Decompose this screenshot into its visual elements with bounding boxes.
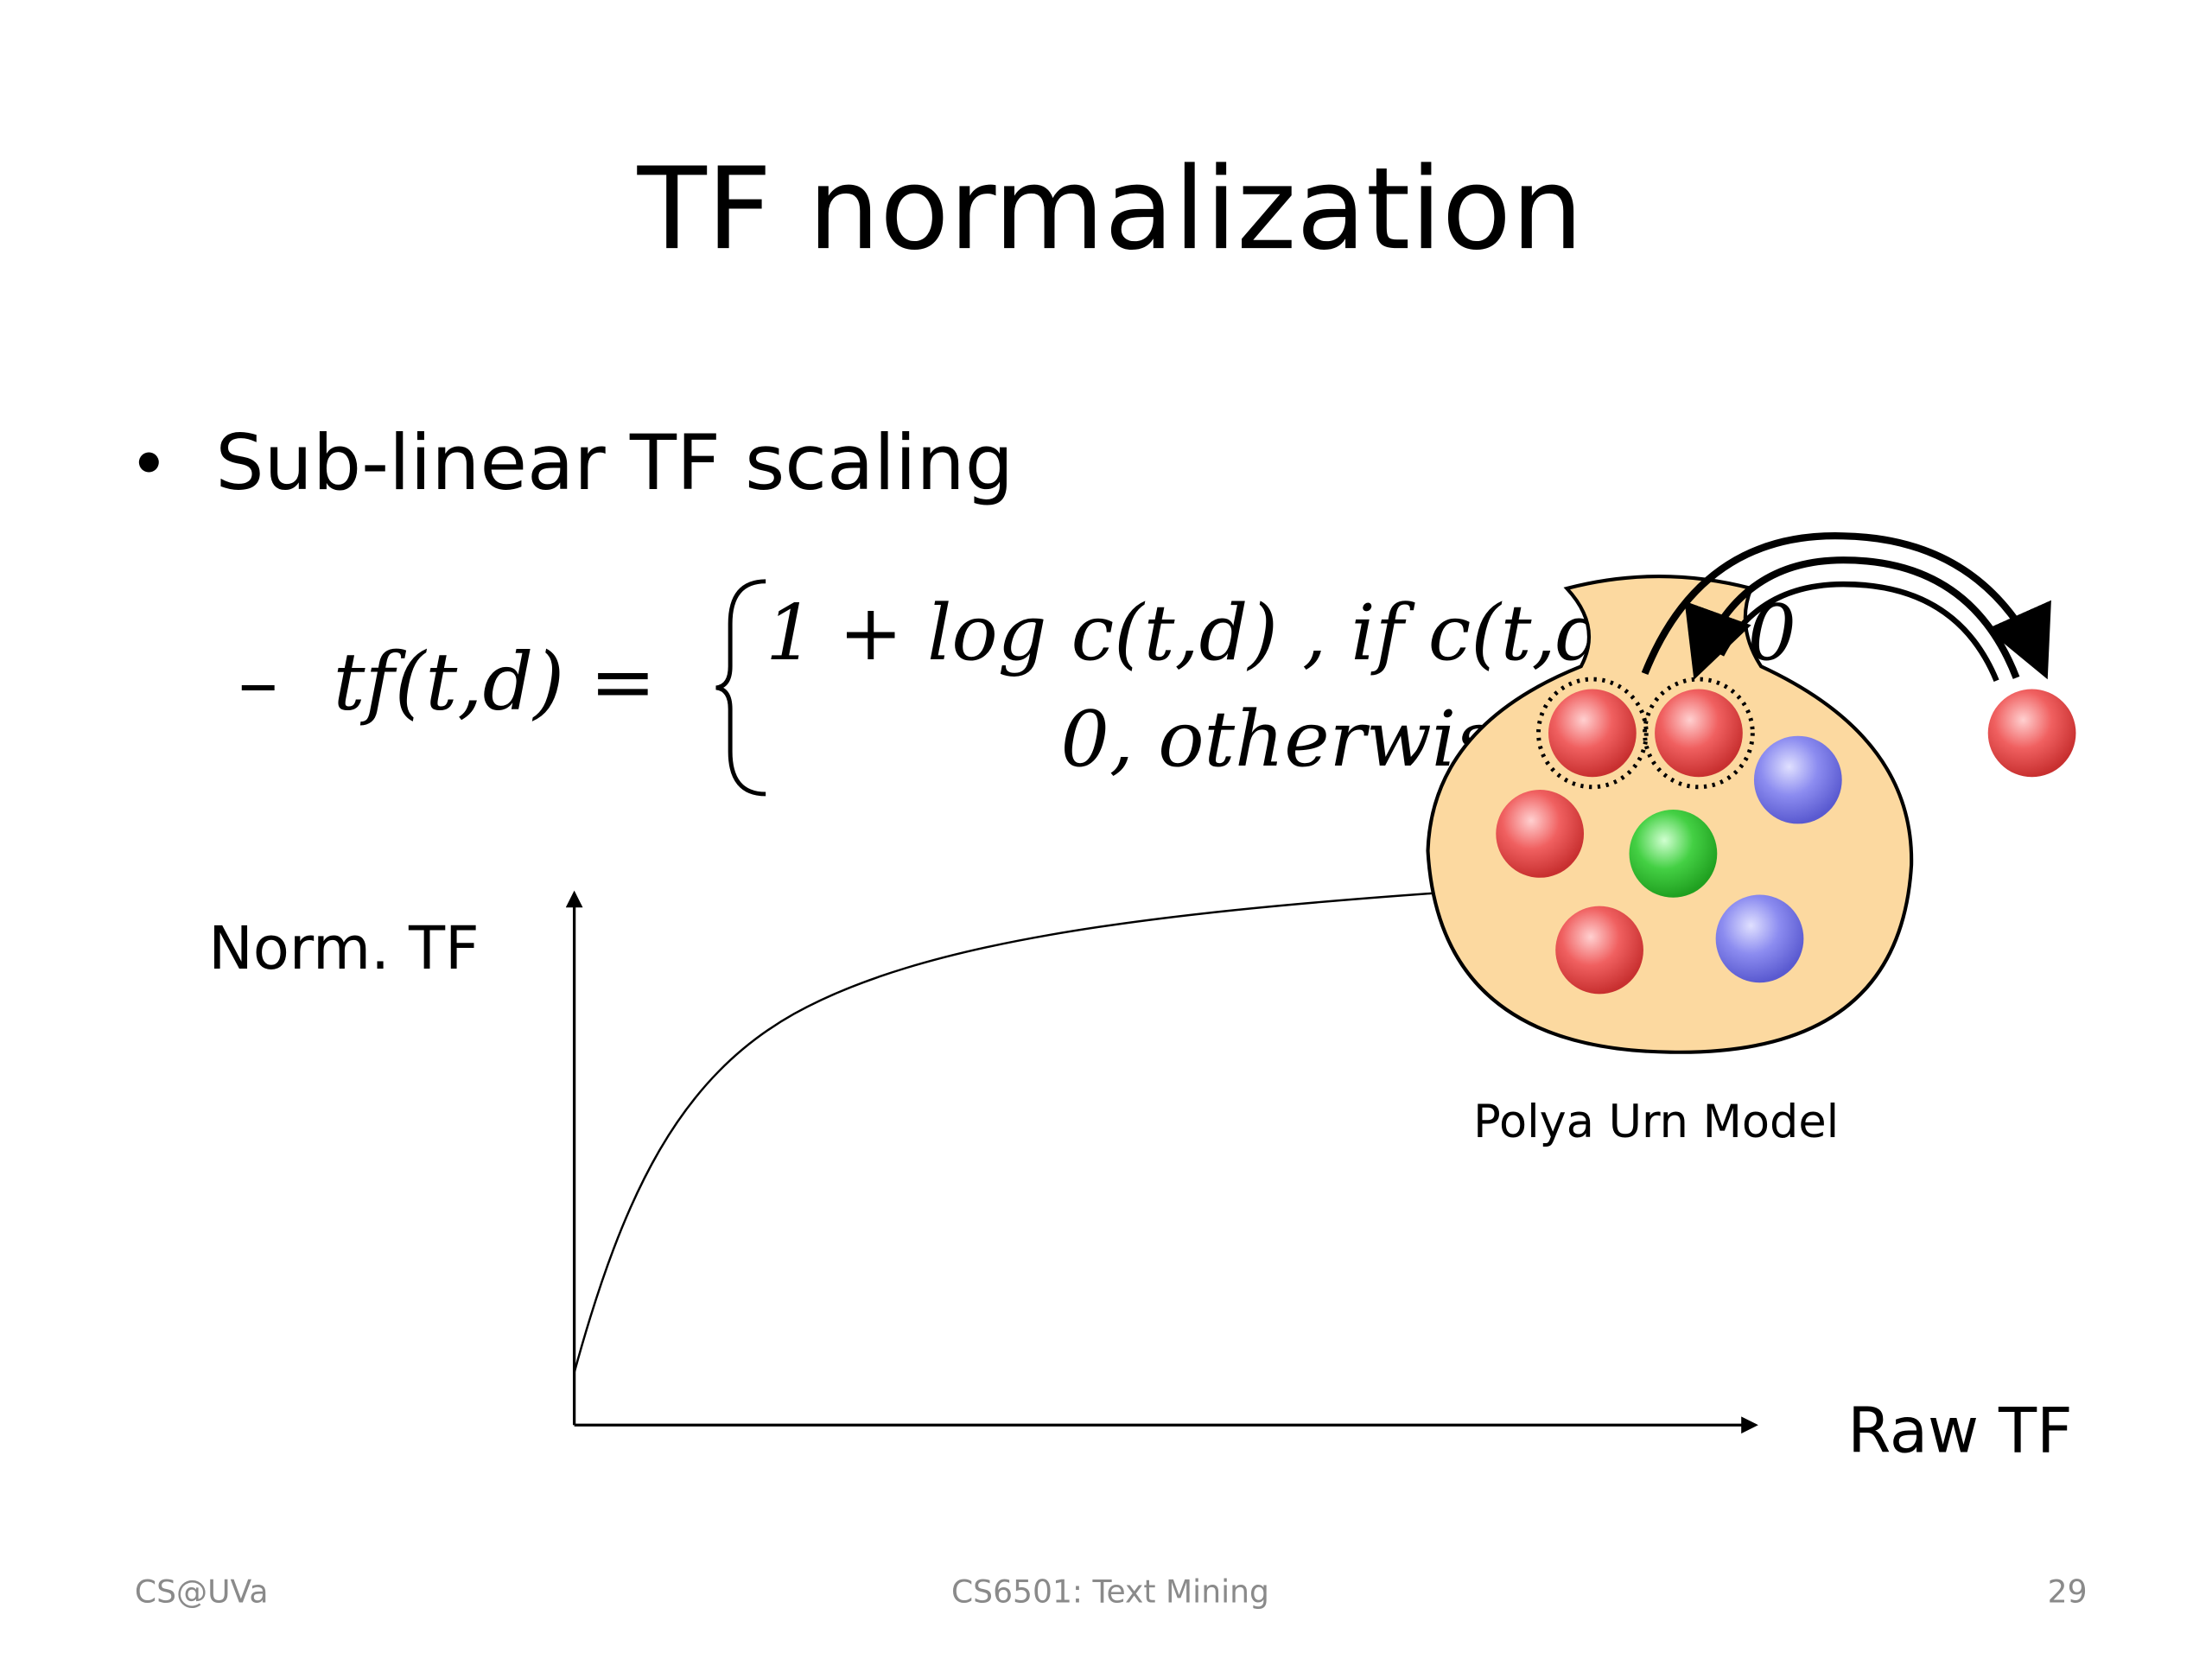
ball [1548,689,1637,778]
bullet-text: Sub-linear TF scaling [215,418,1014,507]
ball [1629,810,1718,898]
bullet-dot [138,452,159,473]
footer-center: CS6501: Text Mining [951,1573,1269,1610]
x-axis-label: Raw TF [1847,1395,2072,1467]
slide-title: TF normalization [637,143,1584,275]
highlight-ring [1536,677,1649,790]
ball [1555,906,1643,995]
formula-lhs: tf(t,d) = [334,636,657,728]
formula-brace [715,579,766,797]
y-axis-label: Norm. TF [208,914,479,983]
ball [1715,894,1804,983]
ball [1496,790,1585,878]
arrow [1684,556,2020,680]
page-number: 29 [2048,1573,2088,1610]
highlight-ring [1643,677,1755,790]
curve [573,892,1433,1373]
ball [1753,735,1842,824]
formula-dash: – [238,636,278,728]
footer-left: CS@UVa [135,1573,269,1610]
arrow [1641,532,2051,680]
arrow [1719,581,1999,682]
ball [1655,689,1743,778]
ball [1987,689,2076,778]
figure-caption: Polya Urn Model [1473,1096,1839,1148]
urn-illustration [1426,532,2076,1054]
